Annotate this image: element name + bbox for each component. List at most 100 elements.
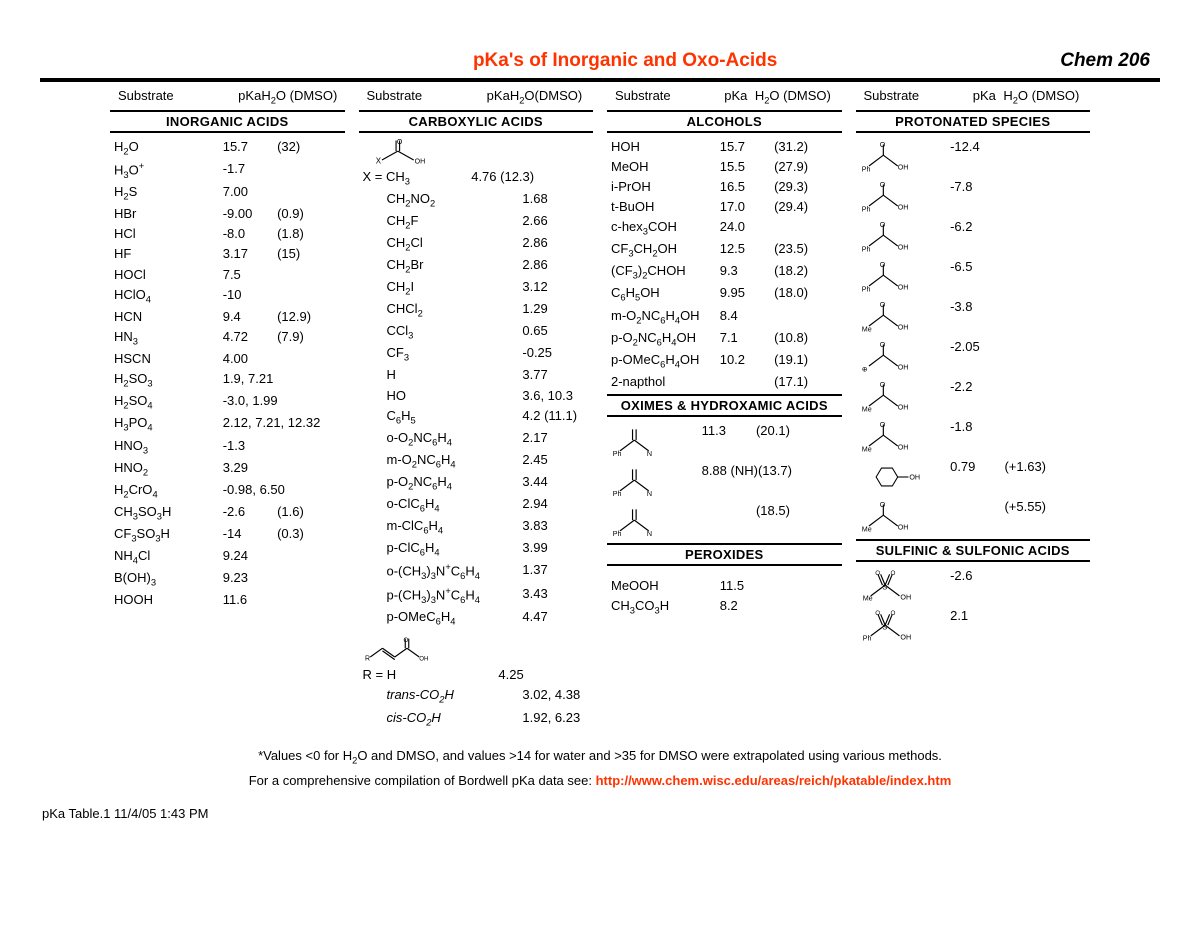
struct-icon: ⊕OHO — [860, 337, 930, 377]
oximes-list: PhN11.3(20.1)PhN8.88 (NH)(13.7)PhN(18.5) — [607, 421, 842, 541]
svg-text:OH: OH — [909, 473, 920, 481]
substrate-cell: ⊕OHO — [860, 337, 951, 377]
dmso-cell: (18.2) — [774, 261, 837, 283]
svg-text:Ph: Ph — [613, 450, 622, 458]
substrate-cell: HNO2 — [114, 458, 223, 480]
table-row: p-ClC6H43.99 — [359, 538, 594, 560]
pka-cell: 9.3 — [720, 261, 774, 283]
pka-cell: 9.23 — [223, 568, 277, 590]
svg-text:O: O — [879, 421, 885, 429]
dmso-cell — [1004, 337, 1086, 377]
table-row: MeOHO-2.2 — [856, 377, 1091, 417]
table-row: m-O2NC6H4OH8.4 — [607, 306, 842, 328]
pka-cell: 4.00 — [223, 349, 277, 369]
table-row: p-OMeC6H44.47 — [359, 607, 594, 629]
pka-cell: 3.29 — [223, 458, 277, 480]
head-substrate: Substrate — [367, 88, 487, 106]
substrate-cell: m-ClC6H4 — [363, 516, 523, 538]
pka-cell: 3.6, 10.3 — [522, 386, 613, 406]
dmso-cell — [277, 159, 340, 182]
pka-cell: -14 — [223, 524, 277, 546]
dmso-cell — [277, 265, 340, 285]
svg-text:OH: OH — [414, 158, 425, 165]
svg-text:Ph: Ph — [861, 245, 870, 253]
substrate-cell: CF3CH2OH — [611, 239, 720, 261]
top-rule — [40, 78, 1160, 82]
table-row: MeOOH11.5 — [607, 576, 842, 596]
pka-cell: 7.1 — [720, 328, 774, 350]
svg-text:N: N — [647, 530, 652, 538]
table-row: OH0.79(+1.63) — [856, 457, 1091, 497]
section-inorganic: INORGANIC ACIDS — [110, 110, 345, 133]
pka-cell — [702, 501, 756, 541]
dmso-cell: (10.8) — [774, 328, 837, 350]
table-row: PhOHO-7.8 — [856, 177, 1091, 217]
table-row: CH2I3.12 — [359, 277, 594, 299]
table-row: MeOOSOH-2.6 — [856, 566, 1091, 606]
pka-cell: -2.05 — [950, 337, 1004, 377]
table-row: CH2Cl2.86 — [359, 233, 594, 255]
table-row: HClO4-10 — [110, 285, 345, 307]
pka-cell: 15.5 — [720, 157, 774, 177]
table-row: CCl30.65 — [359, 321, 594, 343]
table-row: HOCl7.5 — [110, 265, 345, 285]
dmso-cell — [1004, 177, 1086, 217]
dmso-cell: (20.1) — [756, 421, 838, 461]
table-row: CH3SO3H-2.6(1.6) — [110, 502, 345, 524]
section-peroxides: PEROXIDES — [607, 543, 842, 566]
substrate-cell: HBr — [114, 204, 223, 224]
svg-text:S: S — [882, 623, 887, 631]
substrate-cell: CHCl2 — [363, 299, 523, 321]
dmso-cell: (23.5) — [774, 239, 837, 261]
table-row: p-OMeC6H4OH10.2(19.1) — [607, 350, 842, 372]
xcooh-icon: X O OH — [369, 137, 439, 167]
table-row: H2SO4-3.0, 1.99 — [110, 391, 345, 413]
substrate-cell: PhOHO — [860, 217, 951, 257]
table-row: 2-napthol(17.1) — [607, 372, 842, 392]
svg-text:OH: OH — [900, 633, 911, 641]
carbox-x-label: X = CH3 — [363, 167, 472, 189]
pka-cell: -2.6 — [223, 502, 277, 524]
table-row: HO3.6, 10.3 — [359, 386, 594, 406]
pka-cell: -1.3 — [223, 436, 277, 458]
substrate-cell: HN3 — [114, 327, 223, 349]
footnote-2-link[interactable]: http://www.chem.wisc.edu/areas/reich/pka… — [596, 773, 952, 788]
footnote-1: *Values <0 for H2O and DMSO, and values … — [40, 744, 1160, 769]
table-row: B(OH)39.23 — [110, 568, 345, 590]
table-row: CH2F2.66 — [359, 211, 594, 233]
table-row: trans-CO2H3.02, 4.38 — [359, 685, 594, 707]
substrate-cell: HNO3 — [114, 436, 223, 458]
dmso-cell: (7.9) — [277, 327, 340, 349]
substrate-cell: PhN — [611, 501, 702, 541]
substrate-cell: H3O+ — [114, 159, 223, 182]
col-inorganic: Substrate pKa H2O (DMSO) INORGANIC ACIDS… — [110, 88, 345, 730]
dmso-cell — [277, 349, 340, 369]
substrate-cell: m-O2NC6H4 — [363, 450, 523, 472]
table-row: CF3CH2OH12.5(23.5) — [607, 239, 842, 261]
svg-text:O: O — [879, 381, 885, 389]
pka-cell: -2.6 — [950, 566, 1004, 606]
head-pka: pKa — [487, 88, 510, 106]
head-pka: pKa — [724, 88, 755, 106]
substrate-cell: p-ClC6H4 — [363, 538, 523, 560]
alcohols-list: HOH15.7(31.2)MeOH15.5(27.9)i-PrOH16.5(29… — [607, 137, 842, 392]
col-alcohols: Substrate pKa H2O (DMSO) ALCOHOLS HOH15.… — [607, 88, 842, 730]
svg-text:O: O — [879, 221, 885, 229]
substrate-cell: HOCl — [114, 265, 223, 285]
table-row: HNO3-1.3 — [110, 436, 345, 458]
struct-icon: PhOHO — [860, 177, 930, 217]
substrate-cell: MeOOSOH — [860, 566, 951, 606]
struct-icon: PhOOSOH — [860, 606, 930, 646]
pka-cell: 4.2 (11.1) — [522, 406, 613, 428]
dmso-cell: (12.9) — [277, 307, 340, 327]
col-head-1: Substrate pKa H2O (DMSO) — [110, 88, 345, 108]
substrate-cell: HOH — [611, 137, 720, 157]
svg-text:Me: Me — [861, 325, 871, 333]
carbonyl-struct: X O OH — [359, 137, 594, 167]
pka-cell: 4.47 — [522, 607, 613, 629]
substrate-cell: CH3CO3H — [611, 596, 720, 618]
pka-cell: 2.86 — [522, 255, 613, 277]
footnote-2: For a comprehensive compilation of Bordw… — [40, 769, 1160, 792]
substrate-cell: MeOHO — [860, 497, 951, 537]
pka-cell: 1.9, 7.21 — [223, 369, 277, 391]
